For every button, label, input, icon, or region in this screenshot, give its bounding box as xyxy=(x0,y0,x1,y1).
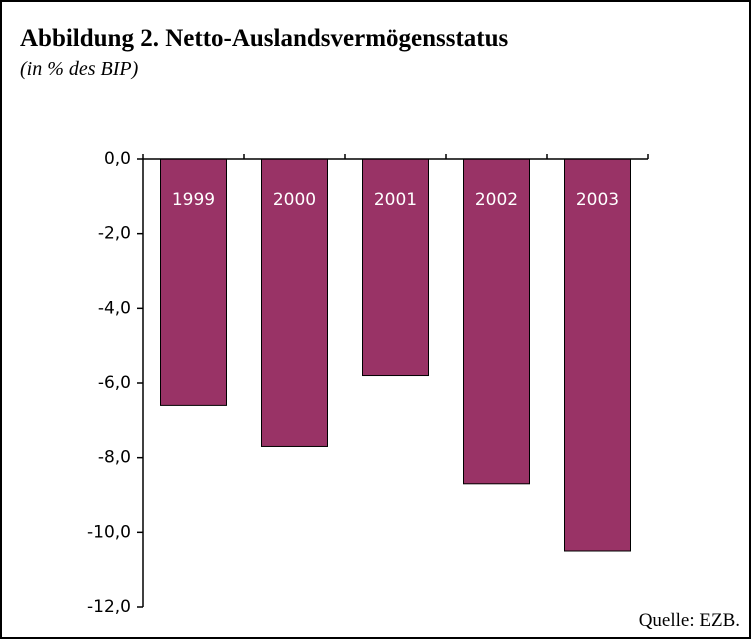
y-tick-label: -2,0 xyxy=(98,224,131,244)
source: Quelle: EZB. xyxy=(639,610,740,631)
chart-title: Abbildung 2. Netto-Auslandsvermögensstat… xyxy=(20,25,509,52)
bar xyxy=(160,158,227,406)
bar xyxy=(463,158,530,485)
y-tick-label: -8,0 xyxy=(98,448,131,468)
chart-subtitle: (in % des BIP) xyxy=(20,58,139,80)
x-tick-label: 2003 xyxy=(576,190,619,210)
bar xyxy=(362,158,429,377)
y-tick-label: -12,0 xyxy=(87,597,131,617)
y-tick-label: 0,0 xyxy=(104,149,131,169)
x-tick-label: 2000 xyxy=(273,190,316,210)
y-tick-label: -4,0 xyxy=(98,298,131,318)
y-tick-label: -6,0 xyxy=(98,373,131,393)
x-tick-label: 1999 xyxy=(172,190,215,210)
x-tick-label: 2002 xyxy=(475,190,518,210)
x-tick-label: 2001 xyxy=(374,190,417,210)
bar xyxy=(564,158,631,552)
y-tick-label: -10,0 xyxy=(87,522,131,542)
